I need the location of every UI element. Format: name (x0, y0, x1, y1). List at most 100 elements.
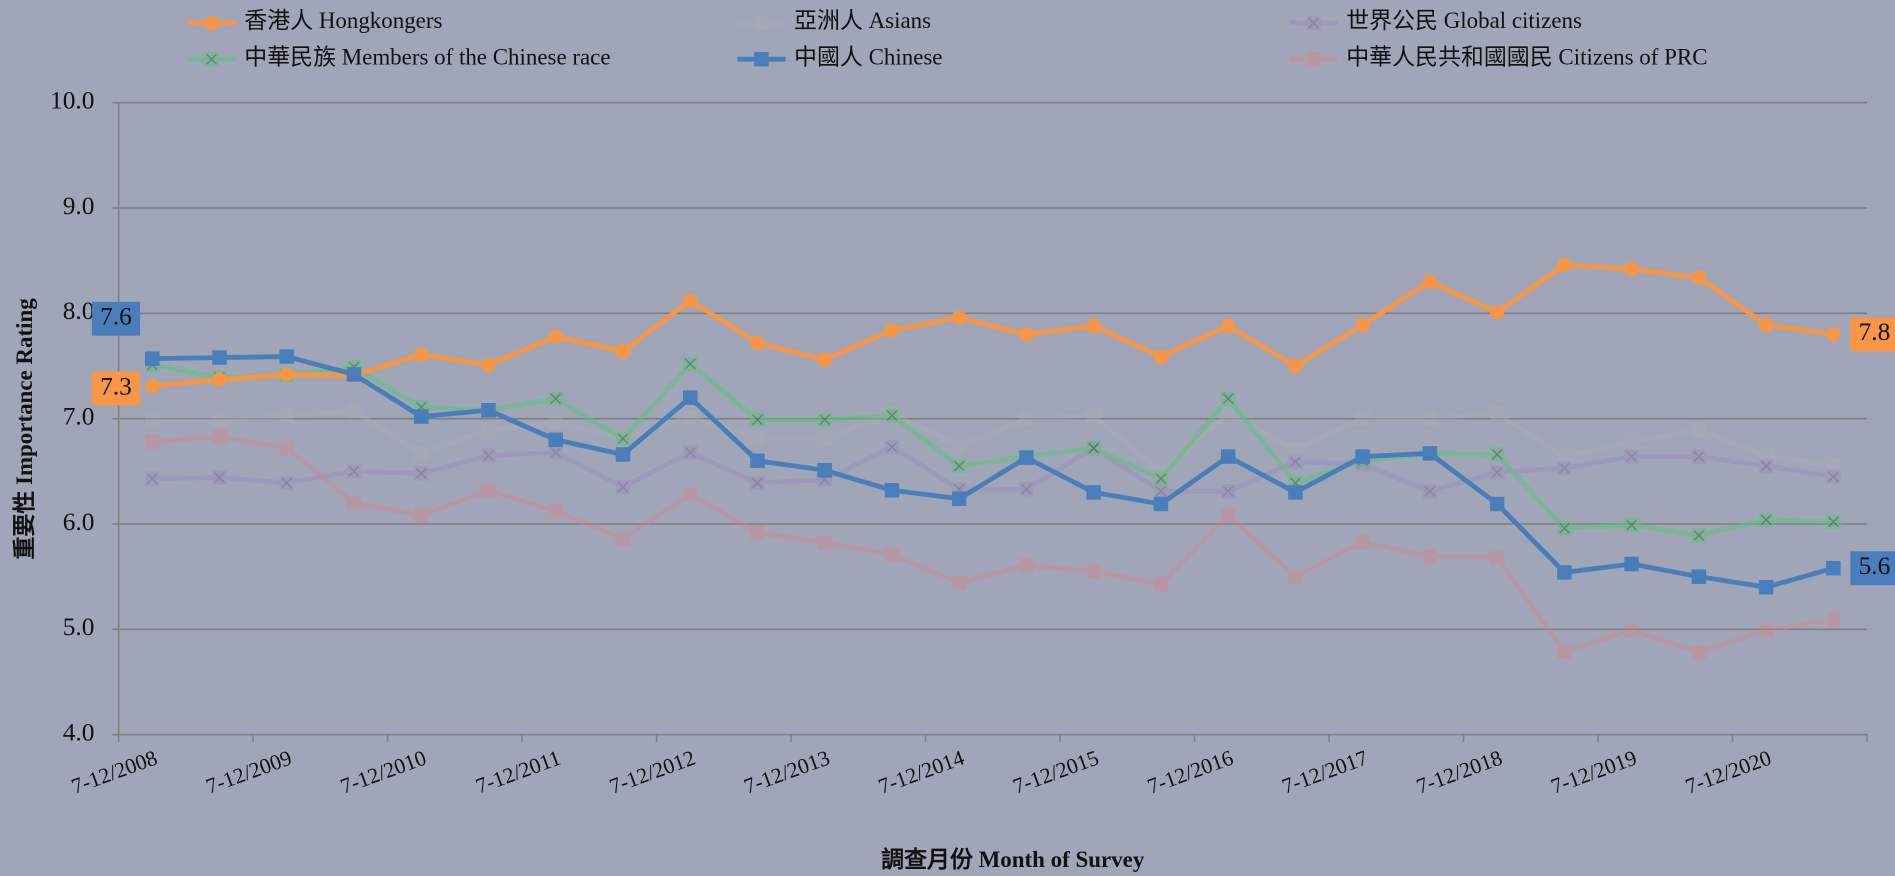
marker (1691, 645, 1707, 660)
marker-shape (1489, 465, 1505, 480)
marker-cross (752, 414, 763, 426)
marker (548, 329, 563, 344)
x-tick-label: 7-12/2011 (473, 746, 564, 799)
marker (1758, 623, 1774, 638)
marker-shape (1624, 449, 1639, 464)
marker-shape (1288, 358, 1303, 374)
marker-shape (1086, 564, 1101, 579)
marker (1826, 469, 1841, 484)
marker-shape (754, 51, 769, 67)
marker (1019, 450, 1034, 465)
marker (413, 347, 429, 362)
marker-cross (1021, 483, 1032, 495)
marker-cross (1693, 451, 1705, 462)
marker (346, 495, 362, 511)
x-tick-label: 7-12/2015 (1010, 746, 1102, 799)
legend-symbol (737, 51, 786, 67)
marker (1288, 441, 1303, 457)
marker-cross (1088, 442, 1100, 454)
marker-shape (1826, 457, 1841, 473)
marker-cross (1626, 519, 1637, 531)
legend-label: 亞洲人 Asians (794, 8, 931, 33)
marker-shape (615, 344, 631, 359)
marker (1826, 327, 1841, 342)
marker-shape (1826, 469, 1841, 484)
marker (1220, 484, 1236, 499)
legend-label: 中華人民共和國國民 Citizens of PRC (1346, 44, 1707, 69)
marker-shape (1422, 411, 1438, 426)
marker-shape (548, 432, 563, 447)
marker-shape (481, 448, 496, 463)
x-tick-label: 7-12/2016 (1144, 746, 1236, 799)
marker (1355, 449, 1370, 464)
marker (413, 409, 429, 424)
marker (1691, 449, 1707, 464)
legend-label: 香港人 Hongkongers (244, 8, 442, 33)
marker-shape (1489, 305, 1505, 320)
marker (413, 508, 429, 523)
marker-shape (750, 335, 765, 351)
marker-shape (1220, 508, 1236, 523)
x-tick-label: 7-12/2010 (337, 746, 429, 799)
marker (750, 335, 765, 351)
marker-shape (1086, 408, 1101, 423)
marker-shape (615, 531, 631, 546)
marker (279, 349, 294, 364)
marker (1557, 520, 1572, 536)
legend: 香港人 Hongkongers 亞洲人 Asians 世界公民 Global cit… (187, 8, 1708, 69)
marker (1086, 440, 1101, 456)
marker (1086, 318, 1101, 334)
marker (1489, 496, 1505, 512)
legend-item: 中華人民共和國國民 Citizens of PRC (1289, 44, 1708, 69)
line (152, 408, 1834, 475)
marker-shape (1306, 15, 1321, 31)
marker (481, 483, 496, 498)
marker (1758, 448, 1774, 463)
marker-shape (1489, 550, 1505, 565)
marker-cross (550, 447, 562, 458)
x-tick-label: 7-12/2018 (1413, 746, 1505, 799)
marker-shape (1624, 623, 1639, 638)
marker (1153, 484, 1169, 499)
marker-shape (212, 429, 227, 444)
marker-shape (1691, 270, 1707, 285)
marker (1624, 556, 1639, 572)
legend-item: 亞洲人 Asians (737, 8, 931, 33)
marker (1557, 449, 1572, 464)
marker-shape (1624, 261, 1639, 277)
marker-shape (413, 466, 429, 481)
legend-item: 中國人 Chinese (737, 44, 943, 69)
marker-shape (615, 447, 631, 462)
marker (481, 448, 496, 463)
marker (481, 357, 496, 373)
marker-cross (1222, 393, 1234, 405)
marker-cross (1693, 530, 1705, 541)
marker-cross (1559, 462, 1570, 474)
marker-shape (884, 483, 900, 498)
marker (1086, 564, 1101, 579)
marker-cross (1760, 460, 1772, 472)
marker (346, 367, 362, 382)
y-tick-label: 7.0 (63, 402, 95, 430)
marker-shape (279, 408, 294, 423)
marker (615, 431, 631, 446)
marker (1624, 261, 1639, 277)
marker-shape (1019, 557, 1034, 573)
marker (1624, 434, 1639, 450)
data-label-box (91, 371, 141, 406)
marker (682, 390, 698, 405)
marker (951, 491, 967, 506)
marker-shape (1691, 645, 1707, 660)
marker (1220, 449, 1236, 464)
marker-shape (884, 322, 900, 338)
marker-shape (1422, 484, 1438, 499)
data-label: 7.8 (1859, 318, 1891, 346)
marker (1306, 51, 1321, 67)
marker (1306, 15, 1321, 31)
marker (1826, 612, 1841, 628)
marker-shape (1220, 318, 1236, 334)
marker (1758, 317, 1774, 333)
marker-shape (1758, 317, 1774, 333)
marker-cross (1626, 451, 1637, 462)
marker-shape (548, 415, 563, 431)
